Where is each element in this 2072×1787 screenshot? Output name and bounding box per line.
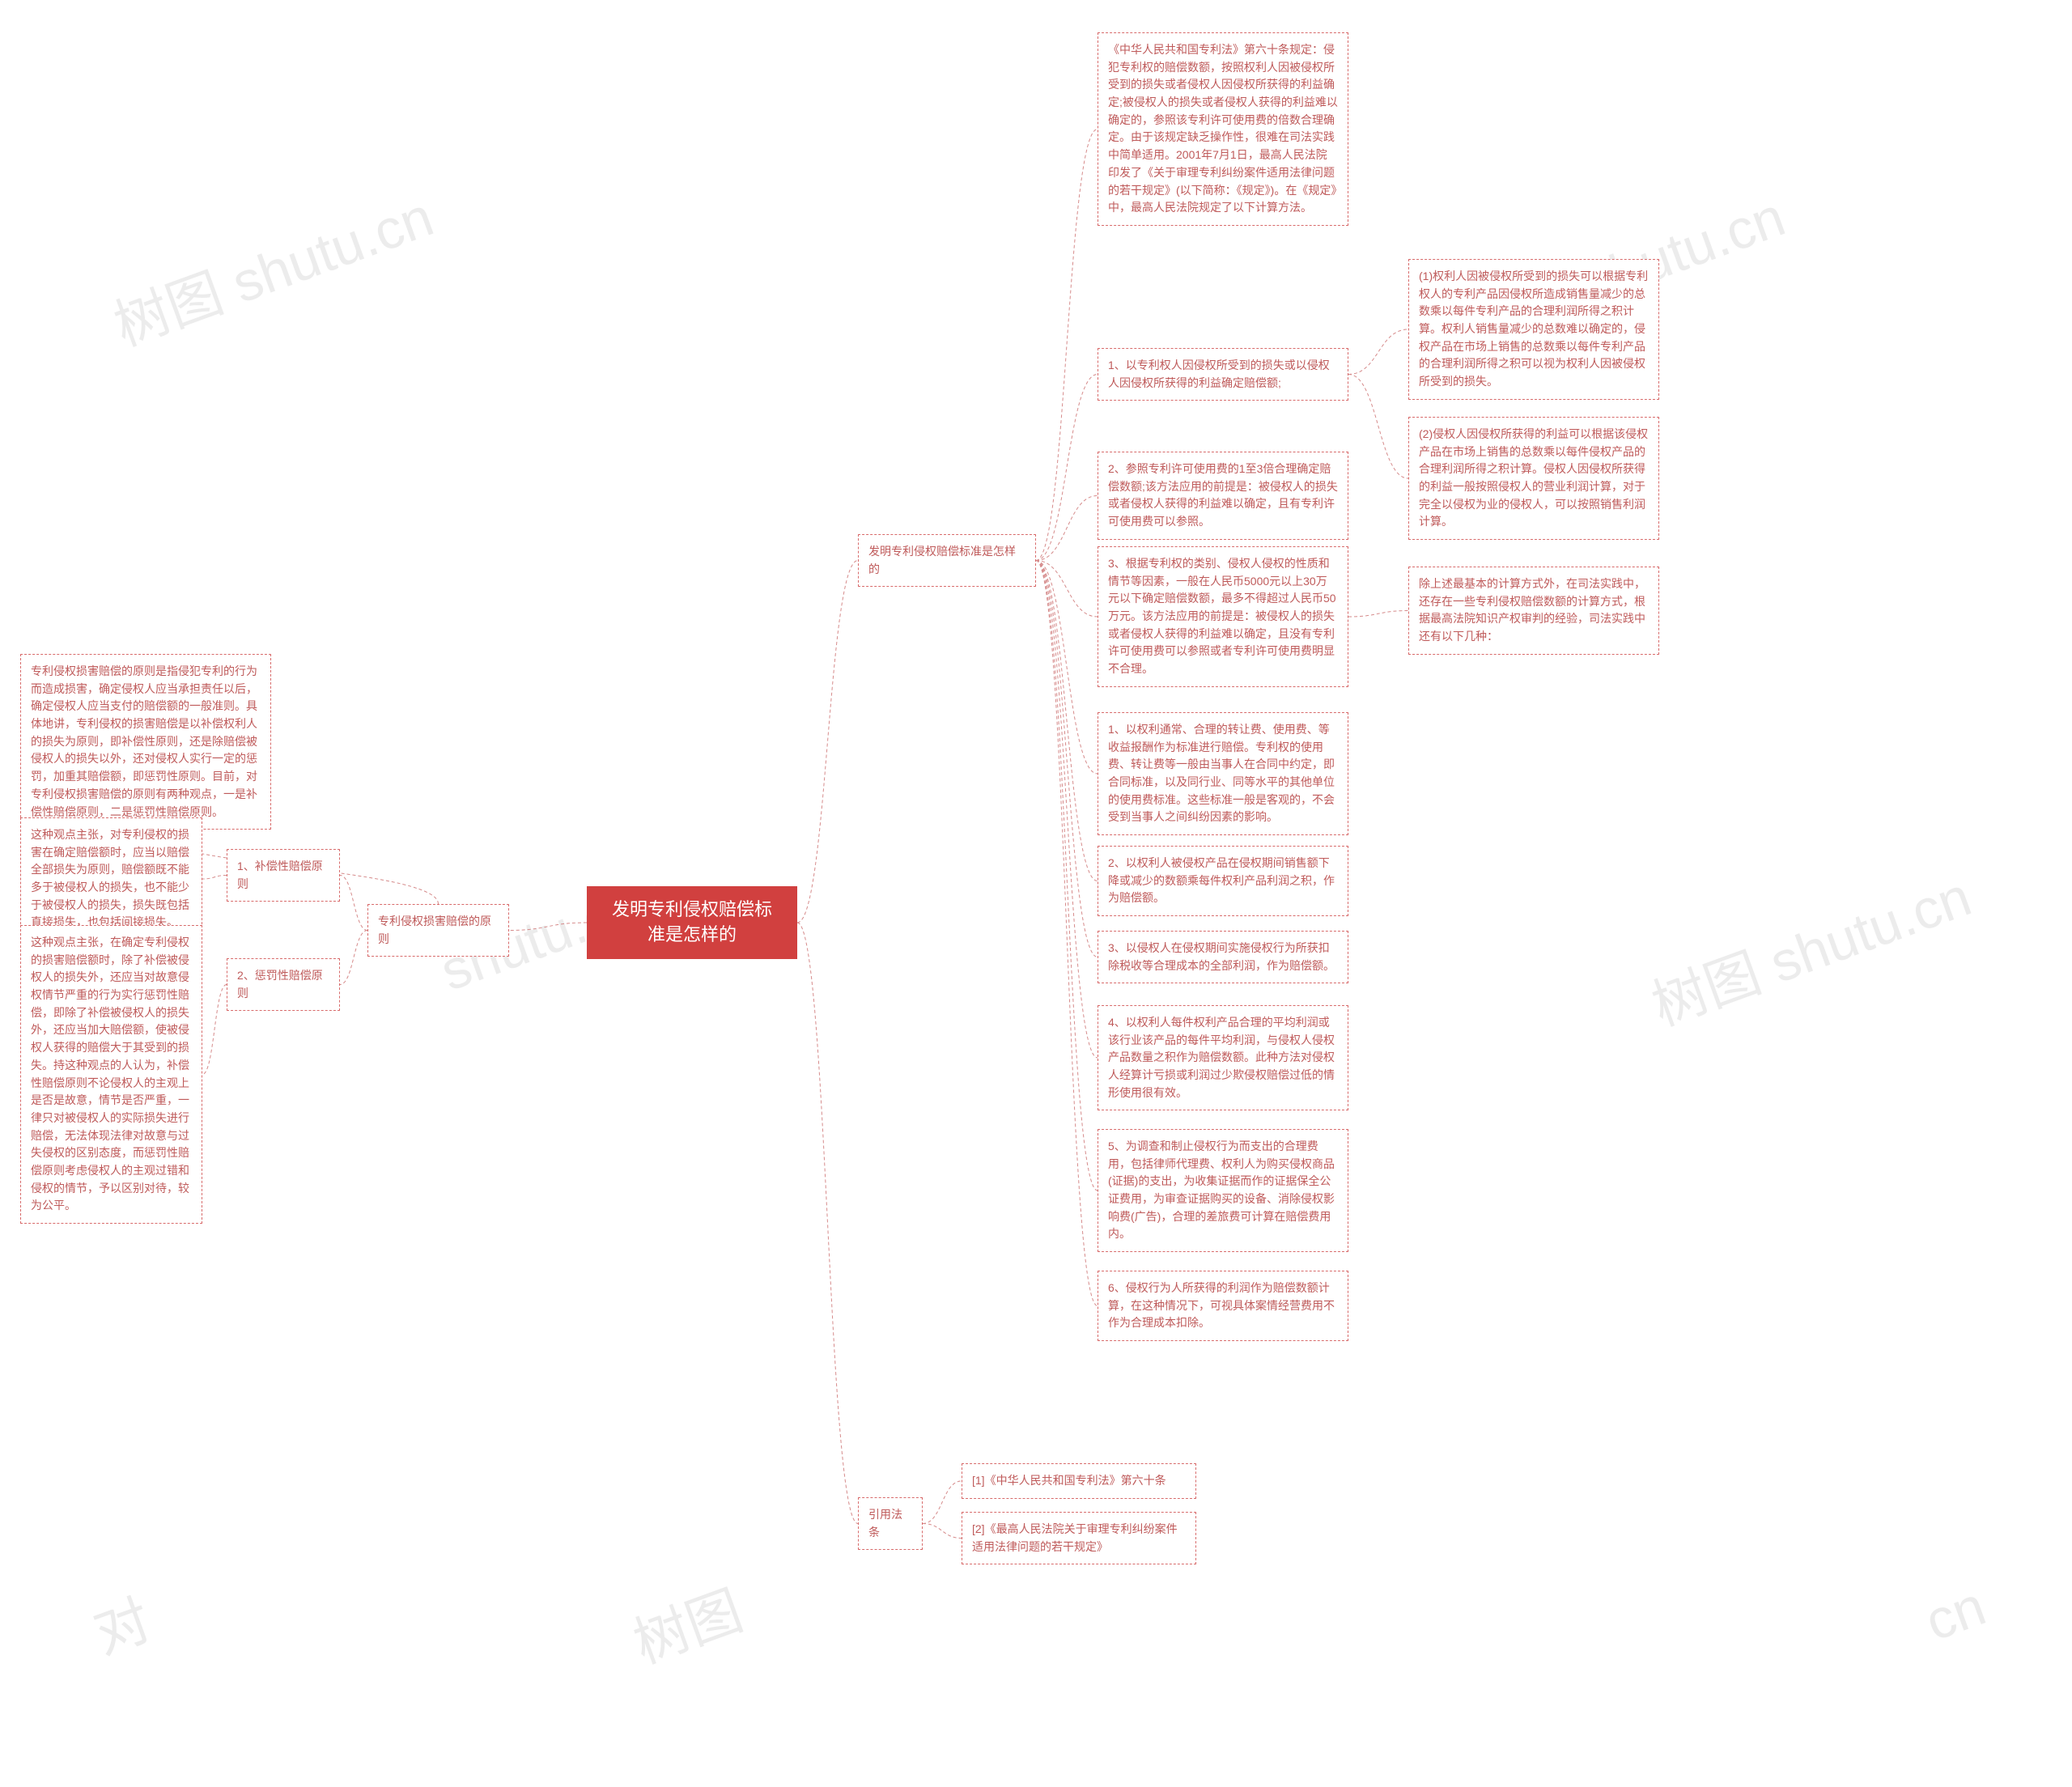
node-practice-5[interactable]: 5、为调查和制止侵权行为而支出的合理费用，包括律师代理费、权利人为购买侵权商品(… xyxy=(1098,1129,1348,1252)
node-citation-1[interactable]: [1]《中华人民共和国专利法》第六十条 xyxy=(962,1463,1196,1499)
root-node[interactable]: 发明专利侵权赔偿标准是怎样的 xyxy=(587,886,797,959)
watermark: 树图 shutu.cn xyxy=(1639,852,1980,1042)
node-standards-intro[interactable]: 《中华人民共和国专利法》第六十条规定：侵犯专利权的赔偿数额，按照权利人因被侵权所… xyxy=(1098,32,1348,226)
node-punitive-desc[interactable]: 这种观点主张，在确定专利侵权的损害赔偿额时，除了补偿被侵权人的损失外，还应当对故… xyxy=(20,925,202,1224)
node-method-1b[interactable]: (2)侵权人因侵权所获得的利益可以根据该侵权产品在市场上销售的总数乘以每件侵权产… xyxy=(1408,417,1659,540)
node-practice-4[interactable]: 4、以权利人每件权利产品合理的平均利润或该行业该产品的每件平均利润，与侵权人侵权… xyxy=(1098,1005,1348,1110)
watermark: 对 xyxy=(81,1575,160,1669)
node-standards[interactable]: 发明专利侵权赔偿标准是怎样的 xyxy=(858,534,1036,587)
node-citations[interactable]: 引用法条 xyxy=(858,1497,923,1550)
node-practice-3[interactable]: 3、以侵权人在侵权期间实施侵权行为所获扣除税收等合理成本的全部利润，作为赔偿额。 xyxy=(1098,931,1348,983)
node-citation-2[interactable]: [2]《最高人民法院关于审理专利纠纷案件适用法律问题的若干规定》 xyxy=(962,1512,1196,1564)
node-compensatory-desc[interactable]: 这种观点主张，对专利侵权的损害在确定赔偿额时，应当以赔偿全部损失为原则，赔偿额既… xyxy=(20,817,202,940)
node-practice-1[interactable]: 1、以权利通常、合理的转让费、使用费、等收益报酬作为标准进行赔偿。专利权的使用费… xyxy=(1098,712,1348,835)
watermark: 树图 xyxy=(621,1566,752,1679)
mindmap-canvas: 树图 shutu.cn 树图 shutu.cn shutu.cn 树图 shut… xyxy=(0,0,2072,1787)
node-compensatory-principle[interactable]: 1、补偿性赔偿原则 xyxy=(227,849,340,902)
node-method-3[interactable]: 3、根据专利权的类别、侵权人侵权的性质和情节等因素，一般在人民币5000元以上3… xyxy=(1098,546,1348,687)
watermark: cn xyxy=(1917,1574,1993,1653)
node-practice-2[interactable]: 2、以权利人被侵权产品在侵权期间销售额下降或减少的数额乘每件权利产品利润之积，作… xyxy=(1098,846,1348,916)
node-method-2[interactable]: 2、参照专利许可使用费的1至3倍合理确定赔偿数额;该方法应用的前提是：被侵权人的… xyxy=(1098,452,1348,540)
node-method-1a[interactable]: (1)权利人因被侵权所受到的损失可以根据专利权人的专利产品因侵权所造成销售量减少… xyxy=(1408,259,1659,400)
node-method-3a[interactable]: 除上述最基本的计算方式外，在司法实践中，还存在一些专利侵权赔偿数额的计算方式，根… xyxy=(1408,567,1659,655)
node-principles[interactable]: 专利侵权损害赔偿的原则 xyxy=(367,904,509,957)
node-method-1[interactable]: 1、以专利权人因侵权所受到的损失或以侵权人因侵权所获得的利益确定赔偿额; xyxy=(1098,348,1348,401)
node-practice-6[interactable]: 6、侵权行为人所获得的利润作为赔偿数额计算，在这种情况下，可视具体案情经营费用不… xyxy=(1098,1271,1348,1341)
node-punitive-principle[interactable]: 2、惩罚性赔偿原则 xyxy=(227,958,340,1011)
watermark: 树图 shutu.cn xyxy=(101,172,442,362)
node-principles-intro[interactable]: 专利侵权损害赔偿的原则是指侵犯专利的行为而造成损害，确定侵权人应当承担责任以后，… xyxy=(20,654,271,830)
